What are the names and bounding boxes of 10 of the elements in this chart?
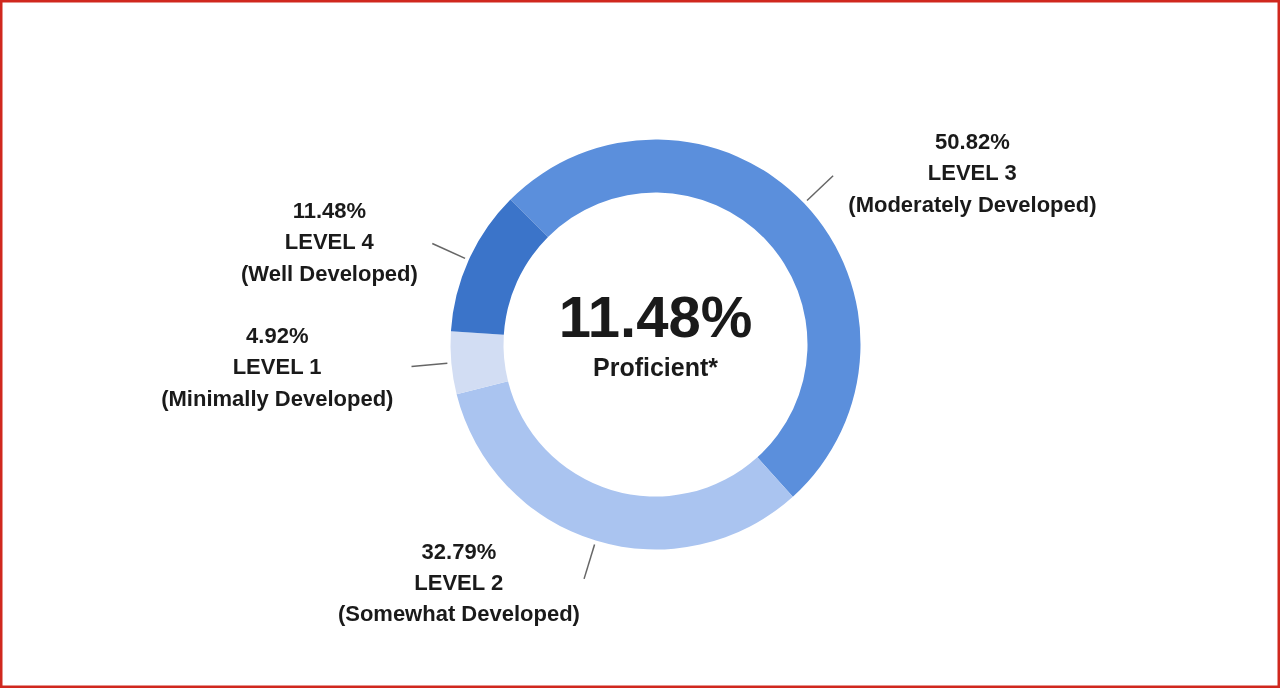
- slice-label: LEVEL 4 (Well Developed): [241, 229, 418, 286]
- slice-label: LEVEL 1 (Minimally Developed): [161, 354, 394, 411]
- data-label: 4.92%: [246, 323, 309, 349]
- slice-label: LEVEL 2 (Somewhat Developed): [337, 570, 580, 627]
- text: 11.48%: [558, 284, 753, 349]
- data-label: 32.79%: [421, 538, 497, 564]
- text: Proficient*: [592, 352, 719, 381]
- slice-label: LEVEL 3 (Moderately Developed): [848, 160, 1097, 217]
- data-label: 11.48%: [292, 198, 367, 224]
- data-label: 50.82%: [935, 129, 1010, 155]
